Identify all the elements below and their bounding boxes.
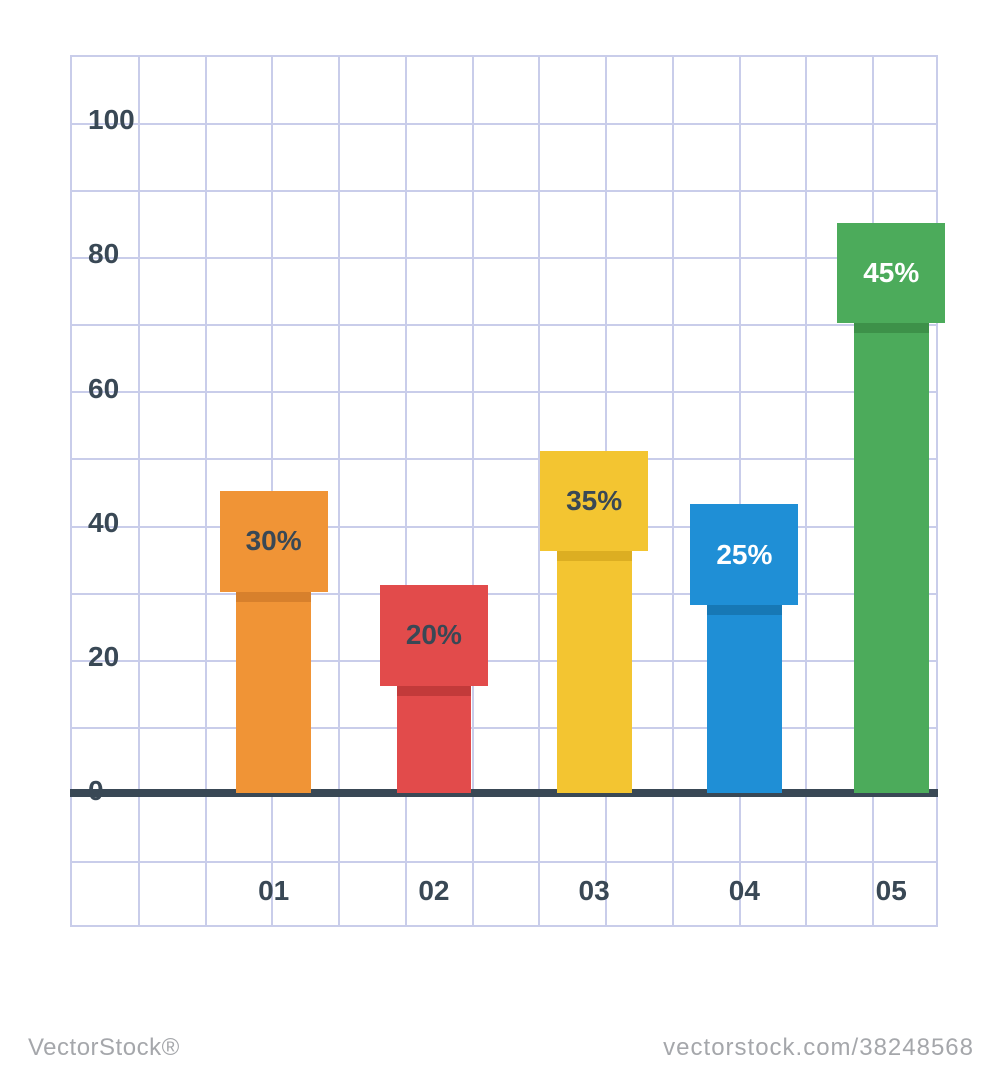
bar-value-label: 45%: [863, 257, 919, 289]
bar-05: 45%: [854, 223, 929, 793]
y-tick-label: 80: [88, 238, 119, 270]
bar-value-label: 30%: [246, 525, 302, 557]
bar-cap-shadow: [236, 592, 311, 602]
bar-stem: [397, 686, 472, 793]
bar-01: 30%: [236, 491, 311, 793]
bar-value-label: 20%: [406, 619, 462, 651]
y-tick-label: 60: [88, 373, 119, 405]
watermark-id: vectorstock.com/38248568: [663, 1034, 974, 1062]
x-tick-label: 01: [258, 875, 289, 907]
watermark-brand: VectorStock®: [28, 1034, 180, 1062]
bar-stem: [557, 551, 632, 792]
bar-stem: [236, 592, 311, 793]
x-axis-baseline: [70, 789, 938, 797]
y-tick-label: 20: [88, 641, 119, 673]
bar-value-label: 25%: [716, 539, 772, 571]
bar-cap: 30%: [220, 491, 328, 592]
bar-03: 35%: [557, 451, 632, 793]
bar-stem: [707, 605, 782, 793]
bar-04: 25%: [707, 504, 782, 792]
x-tick-label: 02: [418, 875, 449, 907]
bar-cap-shadow: [707, 605, 782, 615]
bar-cap: 20%: [380, 585, 488, 686]
bar-cap: 25%: [690, 504, 798, 605]
bar-cap-shadow: [397, 686, 472, 696]
bar-value-label: 35%: [566, 485, 622, 517]
chart: 0 20 40 60 80 100 01 02 03 04 05 30% 20% 35% 25% 45%: [70, 55, 938, 927]
bar-cap: 35%: [540, 451, 648, 552]
bar-stem: [854, 323, 929, 793]
y-tick-label: 100: [88, 104, 135, 136]
x-tick-label: 05: [876, 875, 907, 907]
bar-02: 20%: [397, 585, 472, 793]
bar-cap-shadow: [557, 551, 632, 561]
bar-cap-shadow: [854, 323, 929, 333]
x-tick-label: 04: [729, 875, 760, 907]
x-tick-label: 03: [579, 875, 610, 907]
y-tick-label: 40: [88, 507, 119, 539]
y-tick-label: 0: [88, 775, 104, 807]
bar-cap: 45%: [837, 223, 945, 324]
